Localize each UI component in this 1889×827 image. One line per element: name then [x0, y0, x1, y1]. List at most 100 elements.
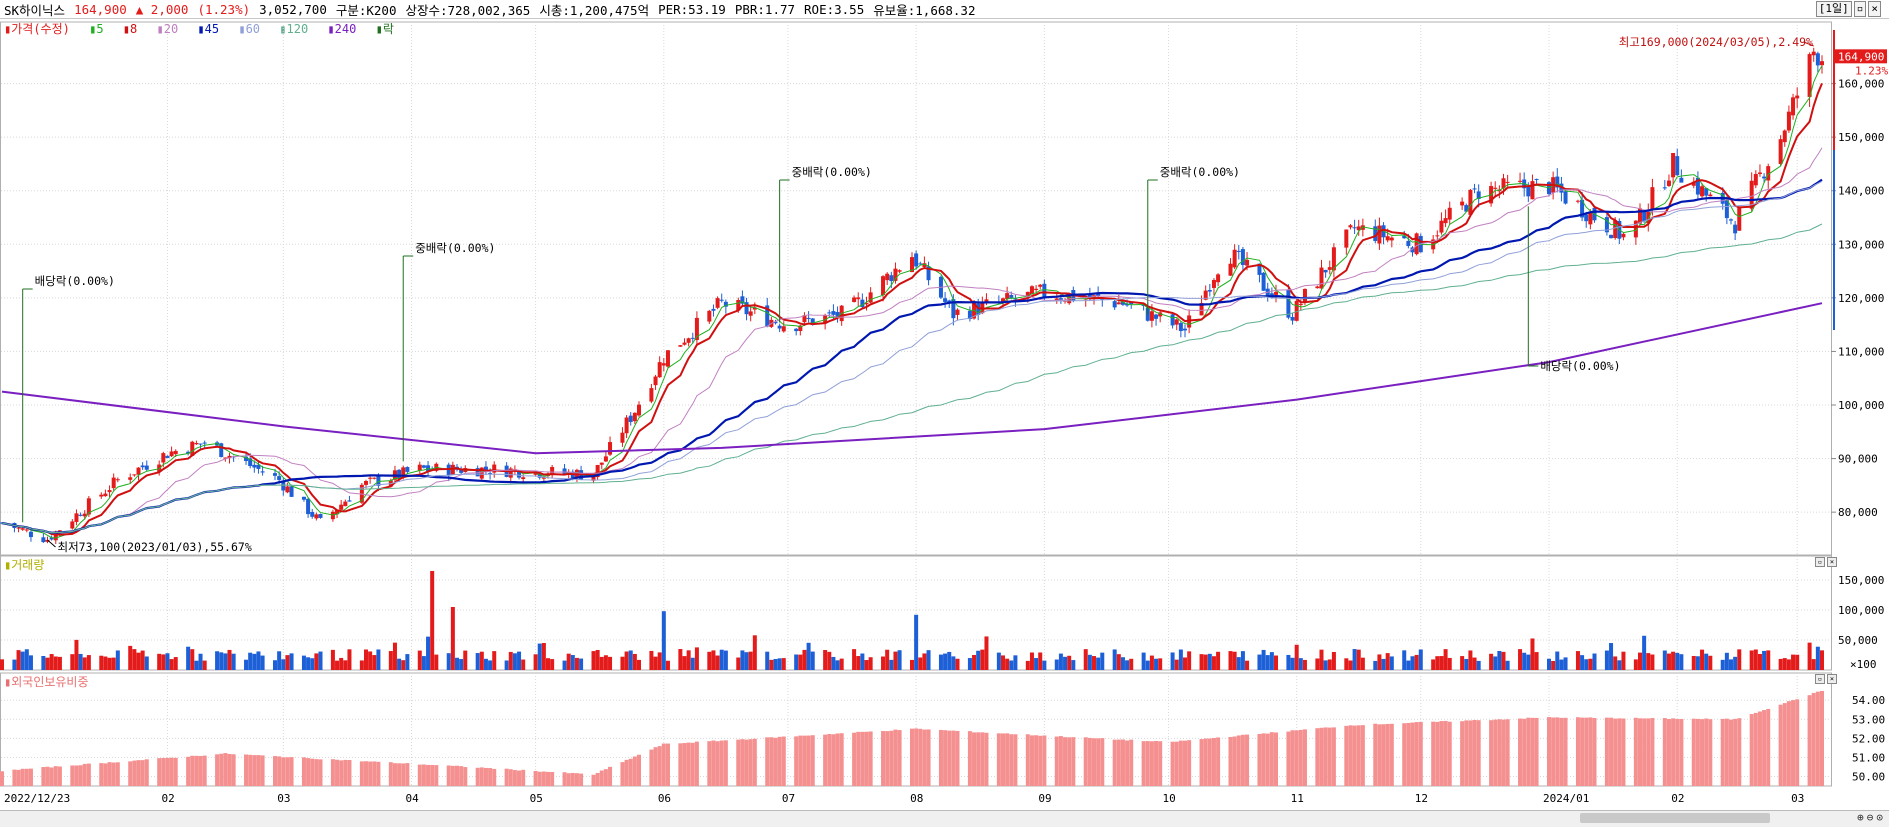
candle-body: [417, 464, 422, 471]
candle-body: [335, 510, 340, 515]
volume-bar: [541, 642, 546, 670]
volume-bar: [475, 653, 480, 670]
foreign-bar: [1013, 734, 1018, 786]
volume-bar: [1563, 657, 1568, 670]
candle-body: [289, 486, 294, 497]
legend-rak[interactable]: ▮락: [375, 22, 394, 36]
foreign-bar: [173, 757, 178, 786]
candle-body: [678, 345, 683, 347]
candle-body: [252, 464, 257, 468]
foreign-bar: [1522, 718, 1527, 786]
foreign-bar: [1720, 718, 1725, 786]
volume-bar: [463, 650, 468, 670]
legend-price[interactable]: ▮가격(수정): [4, 22, 70, 36]
close-icon[interactable]: ×: [1868, 1, 1881, 17]
foreign-bar: [1563, 717, 1568, 786]
volume-bar: [1472, 657, 1477, 670]
volume-bar: [546, 658, 550, 670]
volume-bar: [310, 658, 315, 670]
candle-body: [1406, 240, 1411, 247]
volume-bar: [227, 649, 232, 670]
candle-body: [198, 443, 203, 445]
foreign-bar: [773, 737, 778, 786]
panel-close-icon[interactable]: ×: [1827, 674, 1837, 684]
foreign-bar: [1009, 734, 1014, 786]
panel-minimize-icon[interactable]: ▫: [1815, 674, 1825, 684]
candle-body: [835, 311, 840, 318]
period-button[interactable]: [1일]: [1815, 1, 1852, 17]
legend-ma60[interactable]: ▮60: [238, 22, 261, 36]
candle-body: [893, 268, 898, 281]
foreign-bar: [1063, 737, 1068, 786]
candle-body: [1154, 314, 1159, 319]
foreign-bar: [132, 760, 137, 786]
horizontal-scrollbar[interactable]: [0, 810, 1889, 827]
candle-body: [1344, 229, 1349, 248]
zoom-out-icon[interactable]: ⊖: [1866, 811, 1874, 824]
candle-body: [1240, 249, 1245, 265]
volume-bar: [918, 657, 923, 670]
legend-ma240[interactable]: ▮240: [327, 22, 357, 36]
panel-close-icon[interactable]: ×: [1827, 557, 1837, 567]
stock-name[interactable]: SK하이닉스: [4, 2, 66, 18]
zoom-in-icon[interactable]: ⊕: [1857, 811, 1864, 824]
candle-body: [1319, 267, 1324, 289]
volume-bar: [1526, 654, 1531, 670]
volume-bar: [372, 655, 377, 670]
stock-chart[interactable]: 2022/12/23 02 03 04 05 06 07 08 09 10 11 12 2024/01 0…: [0, 0, 1889, 810]
restore-icon[interactable]: ▫: [1853, 1, 1867, 17]
volume-bar: [136, 652, 141, 670]
foreign-panel-title: ▮외국인보유비중: [4, 675, 89, 689]
foreign-bar: [1096, 738, 1101, 786]
volume-bar: [1207, 653, 1212, 670]
volume-bar: [1058, 653, 1063, 670]
candle-body: [550, 467, 555, 474]
candle-body: [947, 300, 952, 303]
foreign-bar: [1083, 737, 1088, 786]
volume-bar: [1096, 657, 1101, 670]
volume-bar: [632, 653, 637, 670]
ma240-line: [1, 302, 1823, 455]
foreign-bar: [1038, 735, 1043, 786]
candle-body: [967, 310, 972, 320]
candle-body: [28, 531, 33, 538]
candle-body: [128, 477, 133, 480]
candle-body: [1149, 311, 1154, 321]
foreign-bar: [1749, 714, 1754, 786]
foreign-bar: [82, 763, 87, 786]
candle-body: [401, 467, 406, 478]
volume-bar: [1807, 642, 1812, 670]
volume-bar: [78, 653, 83, 670]
candle-body: [49, 537, 54, 540]
volume-bar: [459, 659, 464, 670]
foreign-bar: [57, 766, 62, 786]
candle-body: [273, 473, 277, 476]
volume-bar: [1352, 649, 1357, 670]
legend-ma8[interactable]: ▮8: [122, 22, 138, 36]
volume-bar: [301, 655, 306, 670]
candle-body: [1724, 199, 1729, 219]
foreign-bar: [41, 767, 46, 786]
scroll-thumb[interactable]: [1580, 813, 1770, 823]
panel-minimize-icon[interactable]: ▫: [1815, 557, 1825, 567]
volume-bar: [1286, 654, 1291, 670]
volume-bar: [41, 655, 46, 670]
foreign-bar: [140, 760, 145, 786]
candle-body: [508, 468, 513, 478]
volume-bar: [1145, 660, 1150, 670]
volume-bar: [144, 656, 149, 670]
volume-bar: [1302, 659, 1307, 670]
candle-body: [637, 404, 641, 416]
volume-bar: [1245, 660, 1250, 670]
high-annotation: 최고169,000(2024/03/05),2.49%: [1619, 35, 1813, 49]
annotation-label: 배당락(0.00%): [35, 274, 115, 288]
foreign-bar: [1360, 725, 1365, 786]
volume-bar: [1795, 654, 1800, 670]
foreign-bar: [1100, 738, 1105, 786]
candle-body: [1575, 200, 1580, 202]
zoom-reset-icon[interactable]: ⊙: [1876, 811, 1883, 824]
candle-body: [885, 273, 890, 281]
legend-ma45[interactable]: ▮45: [197, 22, 220, 36]
legend-ma5[interactable]: ▮5: [89, 22, 104, 36]
segment: 구분:K200: [335, 2, 397, 18]
